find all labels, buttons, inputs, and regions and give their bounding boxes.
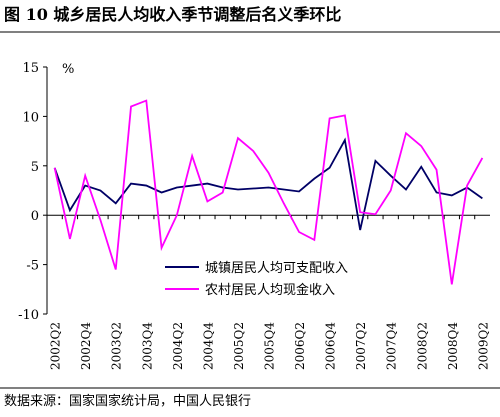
y-unit: % xyxy=(62,62,74,77)
y-tick-label: 15 xyxy=(22,61,39,76)
x-tick-label: 2003Q2 xyxy=(110,322,124,370)
y-tick-label: -10 xyxy=(18,308,39,323)
y-tick-label: 5 xyxy=(31,160,39,175)
x-tick-label: 2007Q4 xyxy=(385,322,399,370)
x-tick-label: 2007Q2 xyxy=(354,322,368,370)
x-tick-label: 2005Q2 xyxy=(232,322,246,370)
x-tick-label: 2004Q4 xyxy=(201,322,215,370)
y-tick-label: 10 xyxy=(22,110,39,125)
series-line xyxy=(53,99,484,285)
x-tick-label: 2006Q4 xyxy=(324,322,338,370)
legend-label: 农村居民人均现金收入 xyxy=(205,282,335,298)
series-line xyxy=(53,137,483,231)
x-tick-label: 2002Q2 xyxy=(49,322,63,370)
chart-title: 图 10 城乡居民人均收入季节调整后名义季环比 xyxy=(4,5,341,24)
x-tick-label: 2004Q2 xyxy=(171,322,185,370)
x-tick-label: 2005Q4 xyxy=(263,322,277,370)
x-tick-label: 2006Q2 xyxy=(293,322,307,370)
y-tick-label: 0 xyxy=(31,209,39,224)
x-tick-label: 2008Q2 xyxy=(415,322,429,370)
x-tick-label: 2008Q4 xyxy=(446,322,460,370)
y-tick-label: -5 xyxy=(26,259,39,274)
x-tick-label: 2009Q2 xyxy=(476,322,490,370)
x-tick-label: 2003Q4 xyxy=(140,322,154,370)
x-tick-label: 2002Q4 xyxy=(79,322,93,370)
legend-label: 城镇居民人均可支配收入 xyxy=(205,261,348,276)
source-note: 数据来源：国家国家统计局，中国人民银行 xyxy=(4,393,251,409)
